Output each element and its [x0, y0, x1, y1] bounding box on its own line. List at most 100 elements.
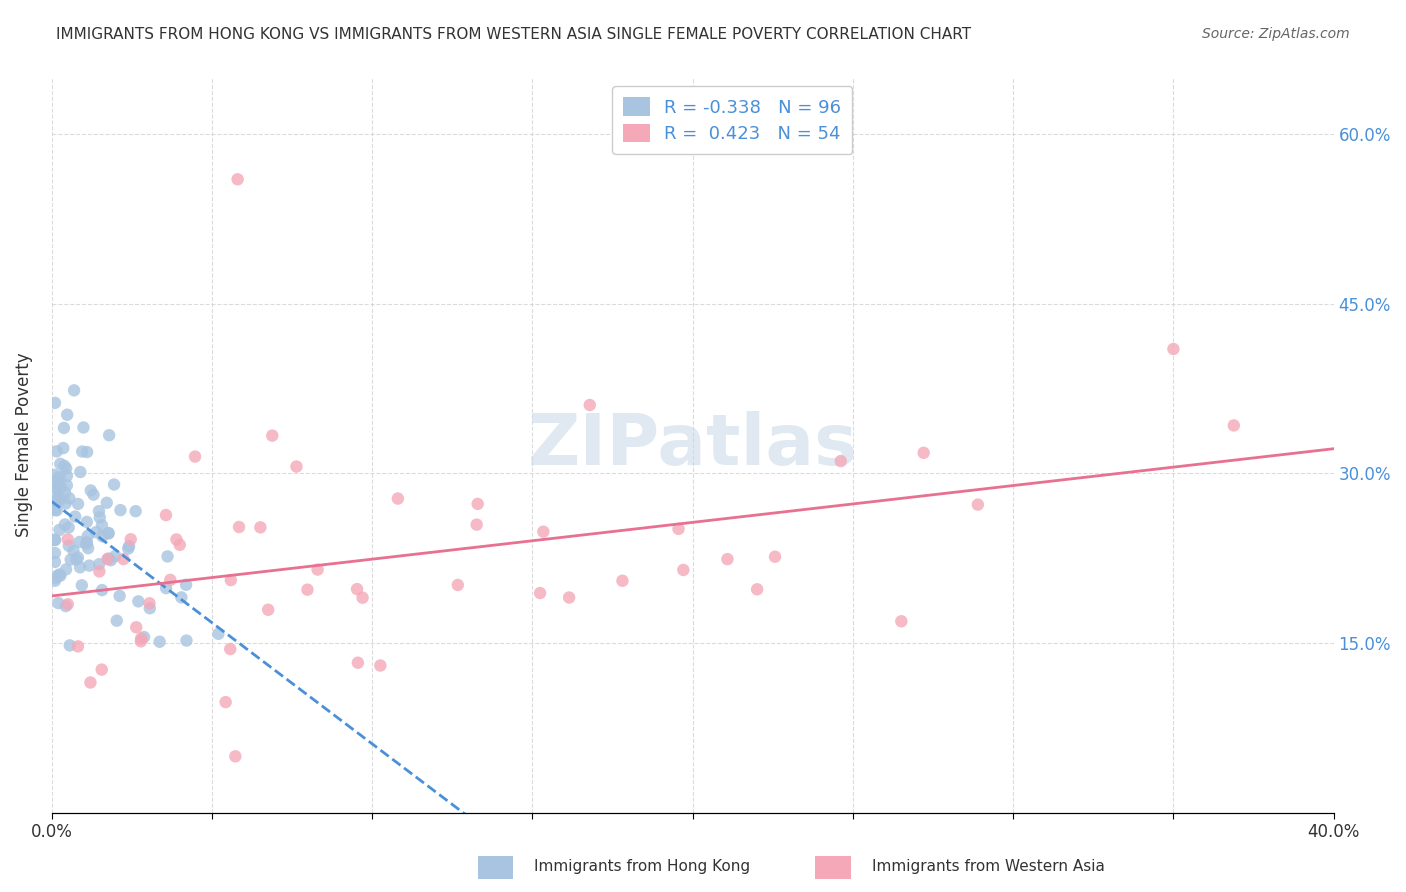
Immigrants from Western Asia — [370, 658, 392, 673]
Immigrants from Hong Kong — [48, 523, 70, 537]
Immigrants from Hong Kong — [103, 477, 125, 491]
Immigrants from Hong Kong — [97, 526, 120, 541]
Immigrants from Hong Kong — [45, 444, 67, 458]
Immigrants from Hong Kong — [45, 503, 67, 517]
Immigrants from Western Asia — [224, 749, 246, 764]
Text: ZIPatlas: ZIPatlas — [527, 410, 858, 480]
Immigrants from Hong Kong — [44, 475, 66, 489]
Immigrants from Western Asia — [467, 497, 489, 511]
Text: Immigrants from Hong Kong: Immigrants from Hong Kong — [534, 859, 751, 874]
Immigrants from Hong Kong — [77, 541, 100, 556]
Immigrants from Western Asia — [830, 454, 852, 468]
Immigrants from Hong Kong — [46, 490, 69, 504]
Immigrants from Hong Kong — [59, 639, 82, 653]
Immigrants from Hong Kong — [44, 574, 66, 588]
Immigrants from Western Asia — [249, 520, 271, 534]
Text: Immigrants from Western Asia: Immigrants from Western Asia — [872, 859, 1105, 874]
Immigrants from Hong Kong — [55, 562, 77, 576]
Immigrants from Western Asia — [112, 552, 135, 566]
Immigrants from Hong Kong — [97, 551, 120, 566]
Immigrants from Hong Kong — [44, 533, 66, 547]
Immigrants from Hong Kong — [97, 526, 120, 541]
Immigrants from Hong Kong — [69, 535, 91, 549]
Immigrants from Hong Kong — [52, 421, 75, 435]
Immigrants from Western Asia — [529, 586, 551, 600]
Immigrants from Hong Kong — [44, 396, 66, 410]
Immigrants from Western Asia — [307, 563, 329, 577]
Immigrants from Western Asia — [447, 578, 470, 592]
Immigrants from Western Asia — [96, 552, 118, 566]
Immigrants from Western Asia — [612, 574, 634, 588]
Immigrants from Hong Kong — [70, 444, 93, 458]
Immigrants from Western Asia — [226, 172, 249, 186]
Immigrants from Western Asia — [347, 656, 370, 670]
Immigrants from Hong Kong — [84, 525, 107, 540]
Immigrants from Hong Kong — [44, 493, 66, 508]
Immigrants from Western Asia — [184, 450, 207, 464]
Immigrants from Hong Kong — [48, 470, 70, 484]
Immigrants from Western Asia — [214, 695, 236, 709]
Immigrants from Hong Kong — [87, 504, 110, 518]
Immigrants from Western Asia — [465, 517, 488, 532]
Immigrants from Western Asia — [56, 597, 79, 611]
Immigrants from Hong Kong — [100, 553, 122, 567]
Immigrants from Western Asia — [668, 522, 690, 536]
Immigrants from Hong Kong — [63, 509, 86, 524]
Immigrants from Hong Kong — [132, 630, 155, 644]
Immigrants from Hong Kong — [96, 496, 118, 510]
Immigrants from Western Asia — [346, 582, 368, 596]
Immigrants from Hong Kong — [56, 469, 79, 483]
Immigrants from Western Asia — [219, 642, 242, 657]
Immigrants from Western Asia — [297, 582, 319, 597]
Immigrants from Hong Kong — [69, 465, 91, 479]
Immigrants from Hong Kong — [83, 488, 105, 502]
Y-axis label: Single Female Poverty: Single Female Poverty — [15, 353, 32, 538]
Immigrants from Hong Kong — [58, 491, 80, 506]
Immigrants from Western Asia — [138, 596, 160, 610]
Immigrants from Hong Kong — [174, 578, 197, 592]
Immigrants from Western Asia — [257, 603, 280, 617]
Immigrants from Hong Kong — [46, 568, 69, 582]
Immigrants from Western Asia — [165, 533, 187, 547]
Immigrants from Hong Kong — [48, 567, 70, 582]
Immigrants from Hong Kong — [117, 541, 139, 556]
Immigrants from Western Asia — [672, 563, 695, 577]
Immigrants from Hong Kong — [76, 445, 98, 459]
Immigrants from Western Asia — [129, 634, 152, 648]
Immigrants from Hong Kong — [55, 599, 77, 614]
Immigrants from Western Asia — [90, 663, 112, 677]
Immigrants from Hong Kong — [80, 483, 103, 498]
Immigrants from Hong Kong — [149, 634, 172, 648]
Immigrants from Hong Kong — [48, 475, 70, 489]
Immigrants from Western Asia — [228, 520, 250, 534]
Immigrants from Hong Kong — [104, 549, 127, 563]
Immigrants from Western Asia — [159, 573, 181, 587]
Immigrants from Hong Kong — [66, 550, 89, 565]
Immigrants from Hong Kong — [44, 533, 66, 547]
Immigrants from Western Asia — [745, 582, 768, 597]
Immigrants from Hong Kong — [62, 544, 84, 558]
Immigrants from Hong Kong — [170, 591, 193, 605]
Immigrants from Western Asia — [66, 640, 89, 654]
Immigrants from Hong Kong — [79, 558, 101, 573]
Immigrants from Hong Kong — [44, 555, 66, 569]
Immigrants from Hong Kong — [44, 571, 66, 585]
Immigrants from Hong Kong — [67, 497, 90, 511]
Immigrants from Western Asia — [129, 632, 152, 646]
Immigrants from Western Asia — [285, 459, 308, 474]
Immigrants from Hong Kong — [52, 441, 75, 455]
Immigrants from Hong Kong — [110, 503, 132, 517]
Immigrants from Hong Kong — [45, 482, 67, 496]
Immigrants from Hong Kong — [127, 594, 149, 608]
Immigrants from Hong Kong — [139, 601, 162, 615]
Immigrants from Western Asia — [578, 398, 600, 412]
Immigrants from Hong Kong — [65, 552, 87, 566]
Immigrants from Western Asia — [890, 615, 912, 629]
Immigrants from Hong Kong — [108, 589, 131, 603]
Immigrants from Western Asia — [169, 538, 191, 552]
Immigrants from Hong Kong — [176, 633, 198, 648]
Immigrants from Hong Kong — [53, 517, 76, 532]
Immigrants from Hong Kong — [91, 518, 114, 533]
Immigrants from Hong Kong — [91, 583, 114, 598]
Immigrants from Hong Kong — [87, 558, 110, 572]
